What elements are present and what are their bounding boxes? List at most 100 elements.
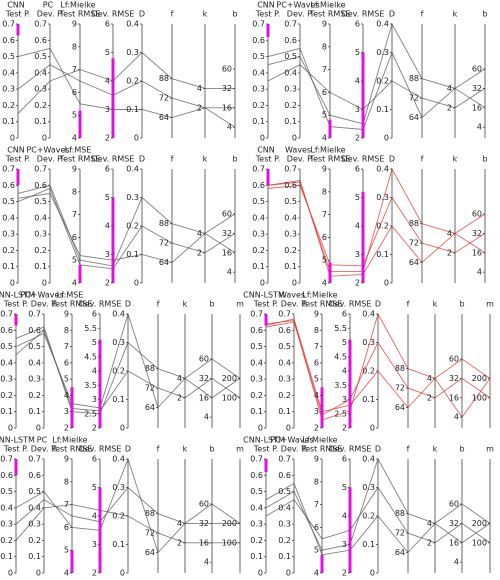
tick-label: 0.3 <box>28 375 41 384</box>
tick-label: 6 <box>314 523 319 532</box>
tick-label: 9 <box>322 165 327 174</box>
panel-label: Lf:Mielke <box>52 436 87 445</box>
tick-label: 0.4 <box>250 358 263 367</box>
axis-name: b <box>209 300 214 309</box>
tick-label: 4 <box>197 229 202 238</box>
tick-label: 0.4 <box>362 455 375 464</box>
tick-label: 0.6 <box>28 326 41 335</box>
tick-label: 0.7 <box>250 455 263 464</box>
brush <box>78 110 82 138</box>
tick-label: 2.5 <box>334 409 347 418</box>
tick-label: 2 <box>92 424 97 433</box>
tick-label: 5 <box>342 338 347 347</box>
tick-label: 0.6 <box>252 36 265 45</box>
tick-label: 2 <box>92 569 97 578</box>
tick-label: 0.4 <box>34 68 47 77</box>
tick-label: 6 <box>92 455 97 464</box>
tick-label: 2 <box>355 279 360 288</box>
tick-label: 4 <box>322 279 327 288</box>
trial-line <box>267 22 486 125</box>
tick-label: 16 <box>199 538 209 547</box>
axis-name: f <box>421 10 424 19</box>
brush <box>361 52 365 138</box>
tick-label: 4 <box>105 222 110 231</box>
tick-label: 0.2 <box>278 391 291 400</box>
tick-label: 4 <box>477 268 482 277</box>
tick-label: 0.1 <box>126 105 139 114</box>
panel-label: Lf:Mielke <box>60 1 95 10</box>
tick-label: 0.3 <box>250 375 263 384</box>
tick-label: 4 <box>92 367 97 376</box>
axis-name: Dev. P. <box>287 10 313 19</box>
tick-label: 0.2 <box>284 101 297 110</box>
axis-name: b <box>459 300 464 309</box>
tick-label: 5 <box>72 111 77 120</box>
tick-label: 8 <box>314 326 319 335</box>
tick-label: 6 <box>64 358 69 367</box>
tick-label: 0.1 <box>0 552 13 561</box>
tick-label: 0.2 <box>28 391 41 400</box>
brush <box>320 387 324 428</box>
tick-label: 72 <box>409 94 419 103</box>
tick-label: 88 <box>409 219 419 228</box>
tick-label: 9 <box>72 165 77 174</box>
tick-label: 0.3 <box>278 520 291 529</box>
trial-line <box>267 64 486 111</box>
tick-label: 32 <box>472 229 482 238</box>
tick-label: 4.5 <box>84 352 97 361</box>
tick-label: 0.1 <box>362 540 375 549</box>
tick-label: 5 <box>355 193 360 202</box>
tick-label: 5 <box>322 111 327 120</box>
axis-name: Test RMSE <box>309 10 351 19</box>
tick-label: 0.3 <box>34 230 47 239</box>
tick-label: 72 <box>159 94 169 103</box>
tick-label: 5 <box>322 256 327 265</box>
tick-label: 0.5 <box>2 52 15 61</box>
tick-label: 0.2 <box>28 536 41 545</box>
tick-label: 0.5 <box>250 487 263 496</box>
axis-name: k <box>433 300 438 309</box>
panel-label: Waves <box>279 291 305 300</box>
tick-label: 0.2 <box>250 391 263 400</box>
tick-label: 0.3 <box>112 338 125 347</box>
tick-label: 0.7 <box>252 165 265 174</box>
tick-label: 5 <box>314 546 319 555</box>
tick-label: 5 <box>92 483 97 492</box>
tick-label: 6 <box>64 523 69 532</box>
trial-line <box>17 192 236 263</box>
tick-label: 72 <box>145 529 155 538</box>
tick-label: 5 <box>314 375 319 384</box>
tick-label: 0 <box>286 569 291 578</box>
tick-label: 0.4 <box>126 20 139 29</box>
panel-label: Lf:Mielke <box>302 436 337 445</box>
tick-label: 5 <box>72 256 77 265</box>
brush <box>16 24 20 36</box>
tick-label: 16 <box>222 248 232 257</box>
tick-label: 0 <box>286 424 291 433</box>
panel-label: PC+Waves <box>276 1 319 10</box>
axis-name: Test P. <box>5 155 30 164</box>
axis-name: Dev. RMSE <box>329 445 372 454</box>
tick-label: 7 <box>72 210 77 219</box>
tick-label: 0.2 <box>126 77 139 86</box>
tick-label: 5 <box>92 338 97 347</box>
tick-label: 16 <box>222 103 232 112</box>
tick-label: 0.6 <box>0 326 13 335</box>
tick-label: 0.5 <box>278 342 291 351</box>
tick-label: 72 <box>145 384 155 393</box>
tick-label: 0.3 <box>252 230 265 239</box>
tick-label: 4 <box>72 279 77 288</box>
tick-label: 16 <box>449 393 459 402</box>
tick-label: 16 <box>472 103 482 112</box>
tick-label: 9 <box>314 310 319 319</box>
tick-label: 0.1 <box>362 395 375 404</box>
tick-label: 0 <box>370 569 375 578</box>
tick-label: 0.3 <box>126 48 139 57</box>
trial-line <box>267 184 486 267</box>
tick-label: 0.7 <box>34 20 47 29</box>
tick-label: 0 <box>10 134 15 143</box>
tick-label: 0.4 <box>252 213 265 222</box>
tick-label: 88 <box>409 74 419 83</box>
